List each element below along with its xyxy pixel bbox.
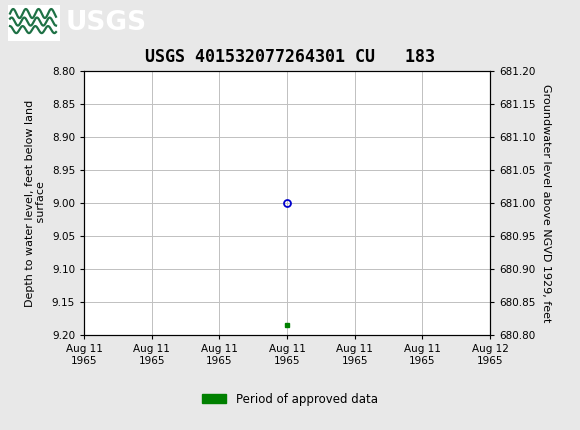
Y-axis label: Groundwater level above NGVD 1929, feet: Groundwater level above NGVD 1929, feet — [541, 84, 551, 322]
Y-axis label: Depth to water level, feet below land
 surface: Depth to water level, feet below land su… — [25, 100, 46, 307]
Legend: Period of approved data: Period of approved data — [198, 388, 382, 410]
Text: USGS: USGS — [66, 9, 147, 36]
FancyBboxPatch shape — [8, 4, 60, 41]
Text: USGS 401532077264301 CU   183: USGS 401532077264301 CU 183 — [145, 48, 435, 66]
